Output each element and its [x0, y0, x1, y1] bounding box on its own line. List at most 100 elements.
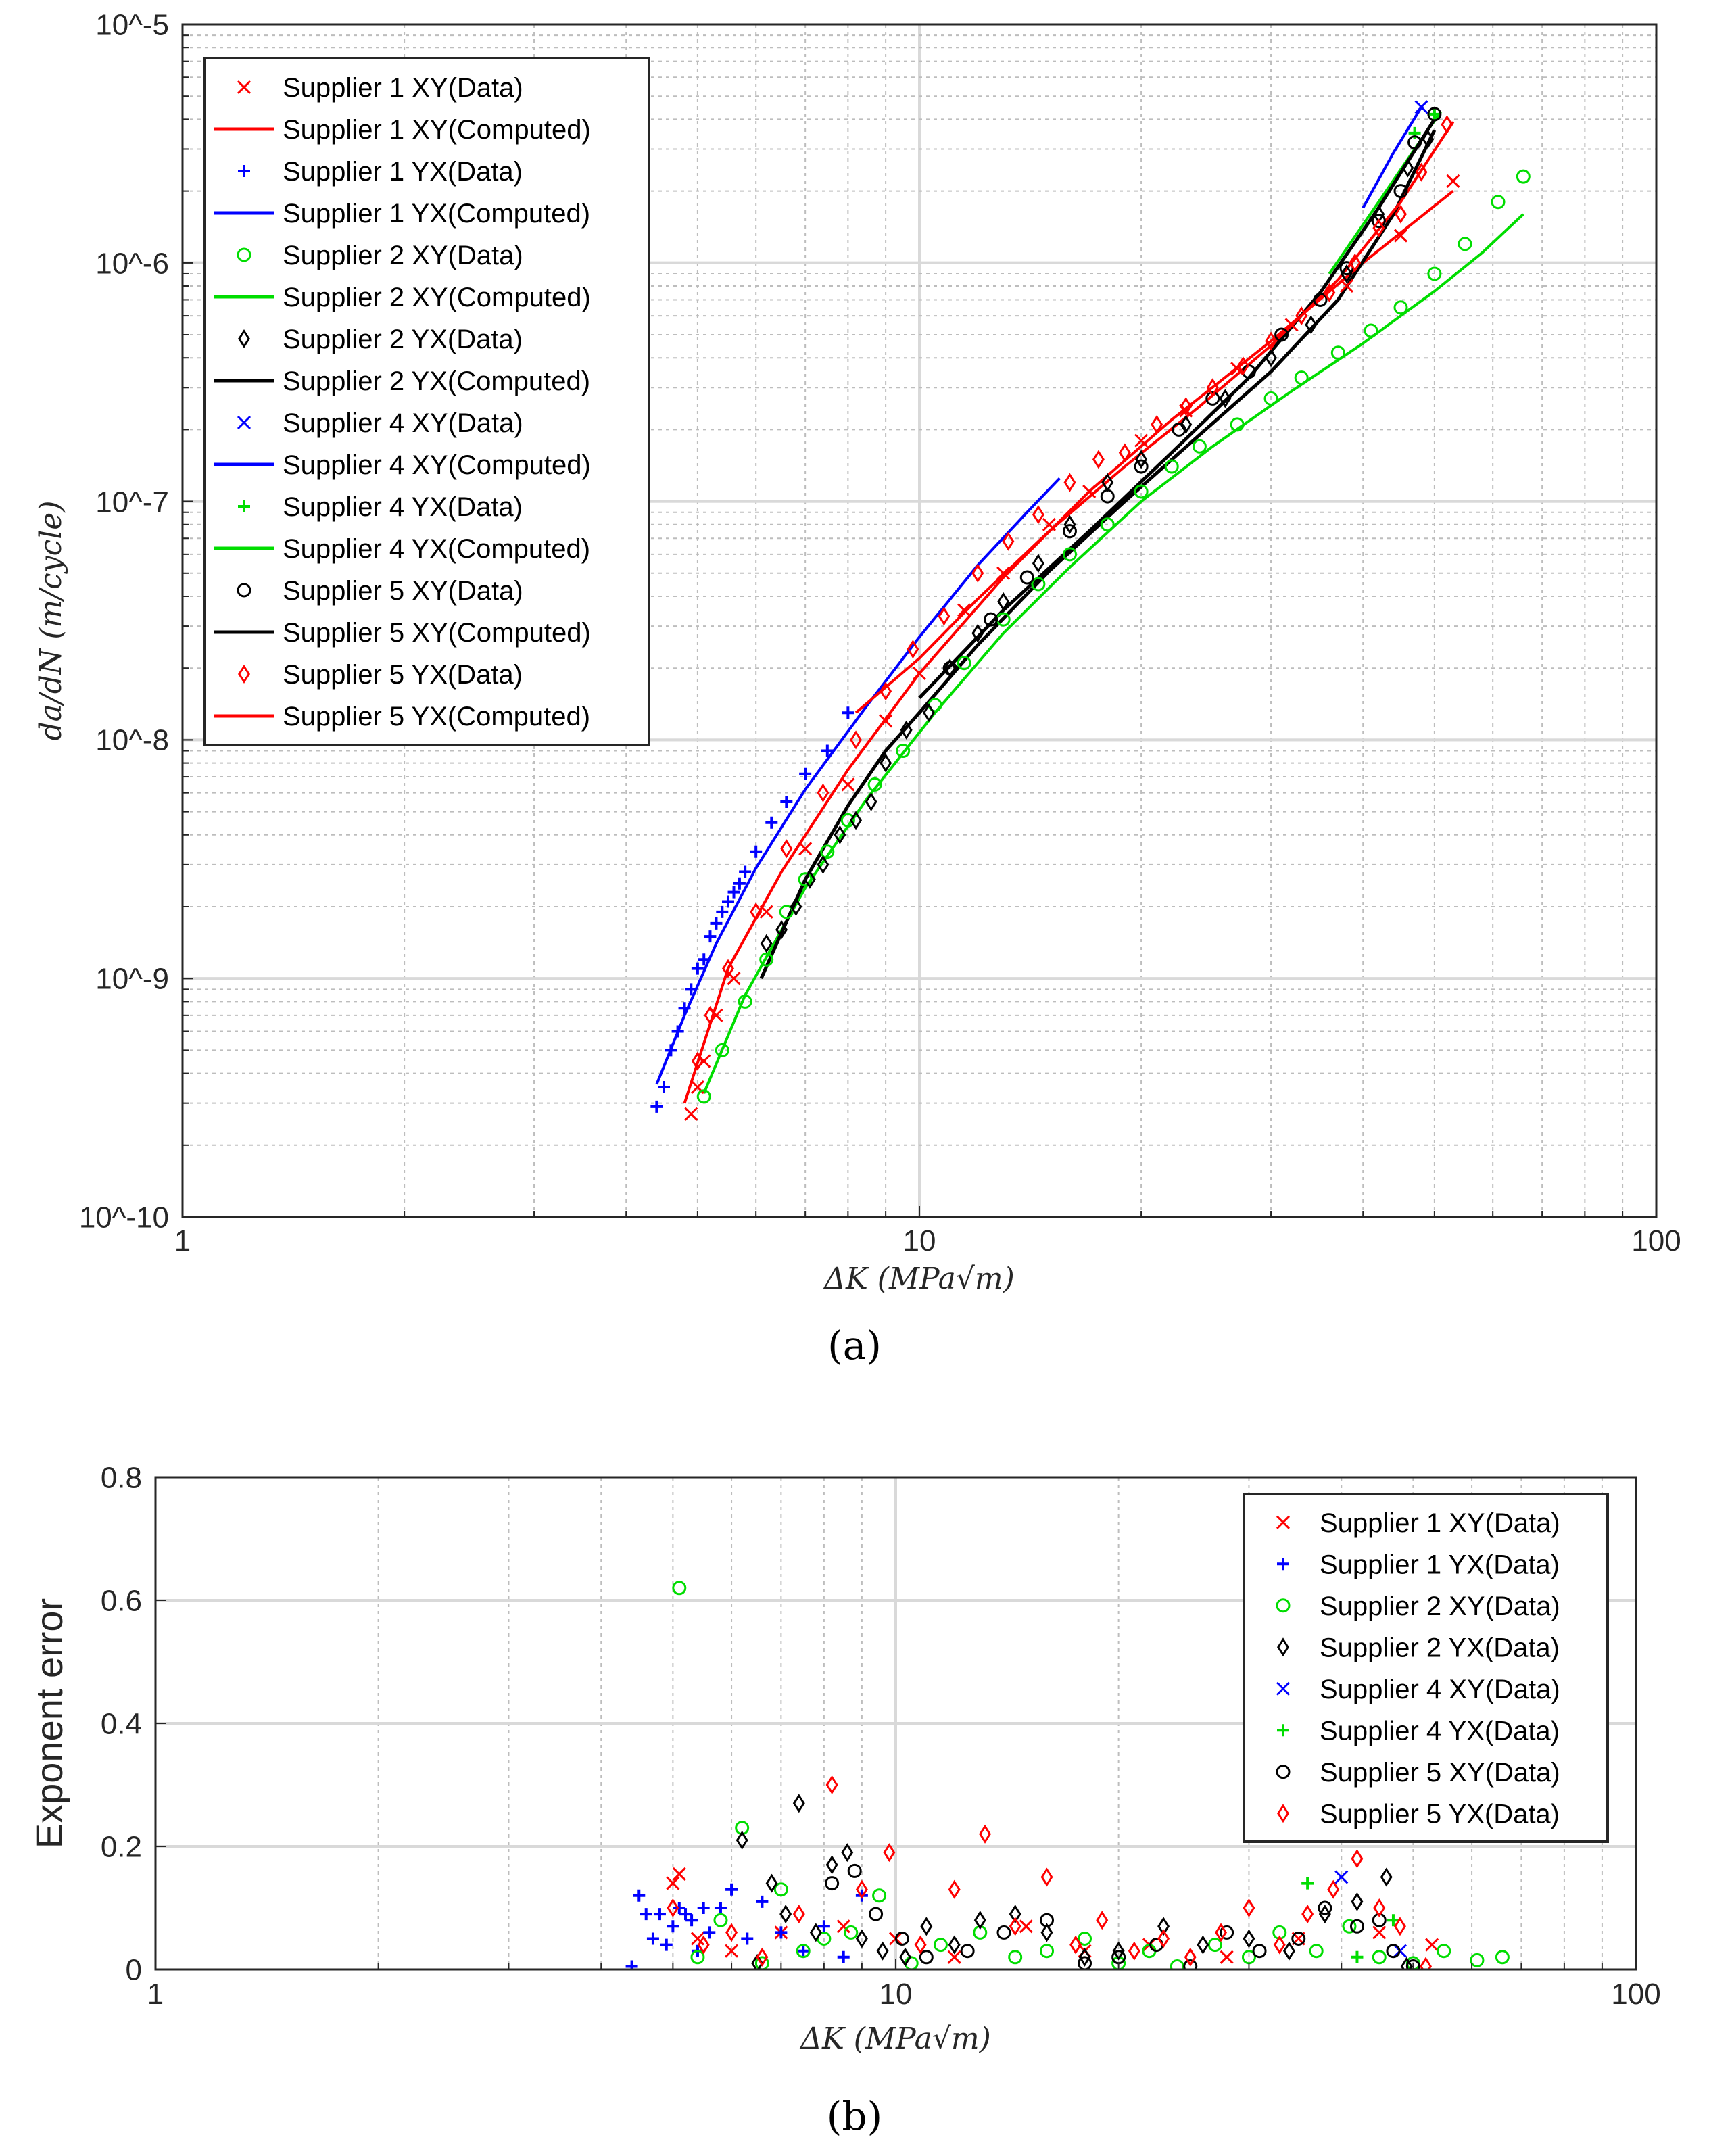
error-point-supplier-5-xy-data [960, 1944, 975, 1959]
error-point-supplier-4-yx-data [1387, 1914, 1399, 1927]
chart-a-legend: Supplier 1 XY(Data) Supplier 1 XY(Compute… [203, 57, 650, 746]
legend-marker-supplier-2-xy-data [237, 247, 251, 262]
data-point-supplier-1-xy-data [1082, 484, 1097, 499]
data-point-supplier-2-yx-data [944, 658, 957, 678]
chart-b-legend: Supplier 1 XY(Data) Supplier 1 YX(Data) Su… [1243, 1493, 1609, 1843]
error-point-supplier-5-yx-data [825, 1775, 838, 1795]
legend-marker-supplier-5-yx-data [238, 664, 250, 684]
error-point-supplier-1-xy-data [672, 1867, 686, 1882]
error-point-supplier-5-xy-data [919, 1950, 934, 1965]
chart-b-ytick-label: 0 [126, 1953, 142, 1986]
legend-label-supplier-5-yx-data: Supplier 5 YX(Data) [283, 660, 523, 690]
data-point-supplier-1-yx-data [710, 917, 723, 930]
error-point-supplier-1-xy-data [1425, 1938, 1439, 1952]
data-point-supplier-2-xy-data [1062, 547, 1077, 562]
error-point-supplier-1-xy-data [1019, 1919, 1033, 1934]
chart-a-ytick-label: 10^-10 [79, 1201, 169, 1234]
chart-a-xtick-label: 100 [1631, 1224, 1681, 1257]
data-point-supplier-1-yx-data [750, 845, 763, 858]
error-point-supplier-2-yx-data [809, 1923, 822, 1942]
error-point-supplier-5-yx-data [1215, 1923, 1228, 1942]
error-point-supplier-4-xy-data [1334, 1870, 1349, 1884]
chart-b-xtick-label: 10 [880, 1978, 913, 2011]
data-point-supplier-2-yx-data [1265, 348, 1278, 368]
data-point-supplier-2-xy-data [1516, 169, 1531, 184]
data-point-supplier-1-yx-data [727, 886, 740, 899]
error-point-supplier-5-yx-data [725, 1923, 738, 1942]
data-point-supplier-2-xy-data [1134, 484, 1149, 499]
data-point-supplier-2-xy-data [1294, 370, 1309, 385]
data-point-supplier-5-xy-data [1313, 292, 1328, 307]
error-point-supplier-2-xy-data [1437, 1944, 1451, 1959]
data-point-supplier-1-yx-data [739, 865, 752, 878]
legend-marker-supplier-5-xy-data [237, 583, 251, 598]
error-point-supplier-5-xy-data [894, 1932, 909, 1946]
error-point-supplier-1-yx-data [797, 1944, 810, 1957]
data-point-supplier-2-xy-data [957, 656, 971, 671]
data-point-supplier-2-xy-data [1458, 237, 1472, 251]
data-point-supplier-1-yx-data [722, 895, 734, 908]
error-point-supplier-1-yx-data [756, 1895, 769, 1908]
error-point-supplier-5-yx-data [1069, 1935, 1082, 1955]
legend-marker-supplier-1-yx-data [1277, 1558, 1289, 1571]
error-point-supplier-5-yx-data [1373, 1898, 1386, 1918]
data-point-supplier-2-xy-data [1100, 517, 1115, 532]
error-point-supplier-2-xy-data [690, 1950, 705, 1965]
legend-label-supplier-2-yx-data: Supplier 2 YX(Data) [1320, 1633, 1560, 1662]
data-point-supplier-5-yx-data [1372, 218, 1385, 238]
error-point-supplier-2-xy-data [796, 1944, 811, 1959]
data-point-supplier-2-yx-data [1032, 554, 1044, 573]
error-point-supplier-2-yx-data [973, 1911, 986, 1930]
data-point-supplier-2-xy-data [738, 994, 752, 1009]
error-point-supplier-5-xy-data [869, 1907, 884, 1921]
error-point-supplier-5-xy-data [1318, 1900, 1332, 1915]
error-point-supplier-2-yx-data [792, 1794, 805, 1813]
chart-a-ytick-label: 10^-5 [95, 8, 169, 41]
error-point-supplier-2-yx-data [855, 1929, 868, 1948]
legend-marker-supplier-4-xy-data [237, 415, 251, 430]
error-point-supplier-5-yx-data [883, 1843, 896, 1863]
error-point-supplier-2-xy-data [872, 1888, 887, 1903]
data-point-supplier-1-yx-data [665, 1044, 677, 1057]
data-point-supplier-1-yx-data [799, 767, 812, 780]
data-point-supplier-1-yx-data [671, 1025, 684, 1038]
error-point-supplier-5-yx-data [792, 1905, 805, 1924]
data-point-supplier-2-xy-data [840, 813, 855, 828]
error-point-supplier-5-xy-data [1040, 1913, 1055, 1927]
legend-marker-supplier-2-xy-data [1276, 1598, 1291, 1613]
data-point-supplier-2-yx-data [1063, 514, 1076, 534]
error-point-supplier-5-yx-data [979, 1824, 992, 1844]
chart-b-ylabel: Exponent error [28, 1598, 70, 1848]
error-point-supplier-1-yx-data [817, 1920, 830, 1933]
error-point-supplier-1-yx-data [660, 1938, 673, 1951]
error-point-supplier-5-xy-data [1386, 1944, 1401, 1959]
data-point-supplier-5-yx-data [880, 681, 892, 701]
legend-label-supplier-4-yx-data: Supplier 4 YX(Data) [283, 492, 523, 522]
data-point-supplier-2-yx-data [923, 703, 935, 723]
legend-label-supplier-4-xy-data: Supplier 4 XY(Data) [283, 408, 523, 438]
panel-label-a: (a) [827, 1322, 882, 1368]
chart-a-ytick-label: 10^-9 [95, 962, 169, 995]
error-point-supplier-2-xy-data [1470, 1953, 1485, 1967]
legend-label-supplier-2-yx-data: Supplier 2 YX(Data) [283, 325, 523, 354]
chart-a-xtick-label: 1 [174, 1224, 191, 1257]
error-point-supplier-1-xy-data [836, 1919, 850, 1934]
data-point-supplier-2-xy-data [896, 744, 911, 759]
data-point-supplier-2-yx-data [760, 934, 773, 953]
error-point-supplier-2-yx-data [736, 1830, 748, 1850]
data-point-supplier-5-xy-data [1427, 107, 1442, 122]
error-point-supplier-2-xy-data [1241, 1950, 1256, 1965]
error-point-supplier-5-yx-data [1393, 1917, 1406, 1936]
chart-b: 1 10 100 0 0.2 0.4 0.6 0.8 ΔK (MPa√m) Ex… [28, 1461, 1661, 2056]
data-point-supplier-5-xy-data [1134, 459, 1149, 474]
data-point-supplier-1-xy-data [798, 842, 813, 856]
data-point-supplier-2-xy-data [779, 905, 794, 919]
chart-b-markers [625, 1581, 1510, 1969]
error-point-supplier-5-xy-data [1405, 1959, 1420, 1969]
data-point-supplier-2-yx-data [1340, 264, 1353, 283]
chart-a-ytick-label: 10^-8 [95, 723, 169, 757]
legend-label-supplier-2-xy-data: Supplier 2 XY(Data) [1320, 1591, 1560, 1621]
chart-a-legend-box [203, 57, 650, 746]
error-point-supplier-2-yx-data [841, 1843, 854, 1863]
legend-marker-supplier-2-yx-data [238, 329, 250, 349]
